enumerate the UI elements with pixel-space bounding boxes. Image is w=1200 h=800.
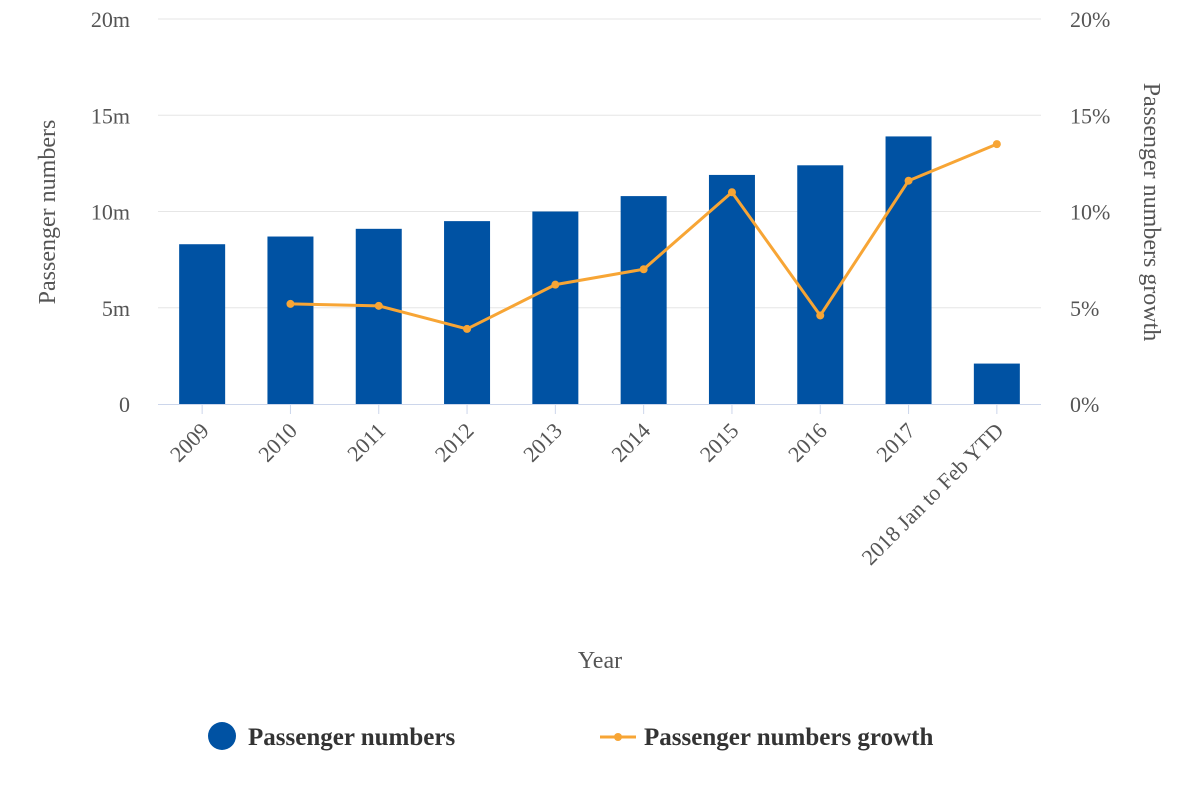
bar[interactable] xyxy=(179,244,226,404)
bar[interactable] xyxy=(885,136,932,405)
x-axis-title: Year xyxy=(578,648,622,674)
x-tick-label: 2009 xyxy=(165,418,214,467)
growth-point[interactable] xyxy=(992,140,1001,149)
bar[interactable] xyxy=(797,165,844,404)
legend-line-dot-icon xyxy=(614,733,622,741)
legend: Passenger numbers Passenger numbers grow… xyxy=(208,722,933,751)
growth-point[interactable] xyxy=(639,265,648,274)
bar[interactable] xyxy=(708,174,755,404)
y-left-tick-label: 15m xyxy=(91,103,130,128)
bar[interactable] xyxy=(355,228,402,404)
y-axis-left-title: Passenger numbers xyxy=(35,120,61,305)
x-tick-label: 2016 xyxy=(783,418,832,467)
bar-series xyxy=(179,136,1020,405)
line-series xyxy=(286,140,1001,333)
bar[interactable] xyxy=(532,211,579,405)
growth-point[interactable] xyxy=(816,311,825,320)
y-left-tick-label: 5m xyxy=(102,296,130,321)
growth-point[interactable] xyxy=(551,280,560,289)
y-right-tick-label: 15% xyxy=(1070,103,1110,128)
legend-label-passenger-numbers: Passenger numbers xyxy=(248,724,455,751)
growth-point[interactable] xyxy=(374,301,383,310)
y-left-tick-label: 20m xyxy=(91,7,130,32)
legend-item-passenger-numbers[interactable]: Passenger numbers xyxy=(208,722,455,751)
bar[interactable] xyxy=(267,236,314,404)
growth-point[interactable] xyxy=(727,188,736,197)
y-left-tick-label: 10m xyxy=(91,200,130,225)
bar[interactable] xyxy=(973,363,1020,404)
growth-point[interactable] xyxy=(286,299,295,308)
growth-point[interactable] xyxy=(904,176,913,185)
y-axis-right-title: Passenger numbers growth xyxy=(1138,83,1164,342)
x-tick-label: 2010 xyxy=(253,418,302,467)
x-tick-label: 2012 xyxy=(430,418,479,467)
y-right-tick-label: 20% xyxy=(1070,7,1110,32)
bar[interactable] xyxy=(620,196,667,404)
legend-item-passenger-numbers-growth[interactable]: Passenger numbers growth xyxy=(600,724,933,751)
x-tick-label: 2011 xyxy=(342,418,390,466)
legend-bar-marker-icon xyxy=(208,722,236,750)
y-left-tick-label: 0 xyxy=(119,392,130,417)
y-right-tick-label: 0% xyxy=(1070,392,1099,417)
growth-point[interactable] xyxy=(463,324,472,333)
x-tick-label: 2014 xyxy=(606,418,655,467)
y-right-tick-label: 10% xyxy=(1070,200,1110,225)
x-tick-label: 2013 xyxy=(518,418,567,467)
axes: 0 0% 5m 5% 10m 10% 15m 15% 20m 20% 2009 2010 2011 201… xyxy=(91,7,1110,570)
x-tick-label: 2017 xyxy=(871,418,920,467)
y-right-tick-label: 5% xyxy=(1070,296,1099,321)
bar[interactable] xyxy=(444,221,491,404)
legend-label-passenger-numbers-growth: Passenger numbers growth xyxy=(644,724,933,751)
x-tick-label: 2015 xyxy=(695,418,744,467)
